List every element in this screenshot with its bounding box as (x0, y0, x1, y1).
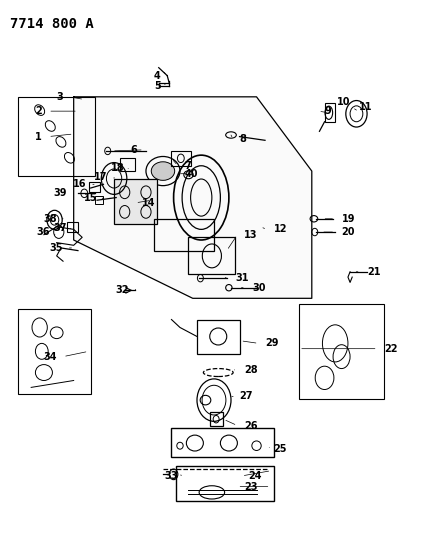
Bar (114, 179, 157, 224)
Text: 16: 16 (73, 179, 86, 189)
Text: 5: 5 (154, 81, 161, 91)
Bar (210, 413, 223, 425)
Text: 26: 26 (244, 421, 257, 431)
Text: 21: 21 (367, 267, 380, 277)
Bar (176, 466, 273, 501)
Text: 34: 34 (43, 352, 56, 361)
Bar (120, 158, 135, 171)
Text: 7: 7 (184, 161, 191, 171)
Bar (155, 219, 214, 251)
Bar (188, 237, 235, 274)
Text: 13: 13 (244, 230, 257, 240)
Text: 15: 15 (83, 192, 97, 203)
Text: 27: 27 (240, 391, 253, 401)
Text: 33: 33 (164, 471, 178, 481)
Text: 39: 39 (54, 188, 67, 198)
Text: 1: 1 (35, 132, 42, 142)
Text: 22: 22 (384, 344, 398, 354)
Bar (197, 319, 240, 354)
Text: 38: 38 (43, 214, 56, 224)
Text: 17: 17 (94, 172, 108, 182)
Text: 23: 23 (244, 481, 257, 491)
Text: 6: 6 (131, 145, 137, 155)
Bar (89, 182, 101, 192)
Text: 18: 18 (111, 164, 125, 173)
Bar (18, 97, 95, 176)
Text: 14: 14 (142, 198, 155, 208)
Text: 31: 31 (235, 273, 249, 283)
Text: 8: 8 (240, 134, 247, 144)
Text: 25: 25 (273, 445, 287, 455)
Text: 32: 32 (116, 285, 129, 295)
Text: 7714 800 A: 7714 800 A (10, 17, 94, 31)
Bar (67, 222, 78, 232)
Text: 11: 11 (359, 102, 372, 112)
Text: 4: 4 (154, 70, 161, 80)
Text: 2: 2 (35, 106, 42, 116)
Text: 30: 30 (252, 282, 266, 293)
Text: 19: 19 (342, 214, 355, 224)
Bar (324, 103, 335, 122)
Bar (172, 428, 273, 457)
Text: 29: 29 (265, 338, 279, 349)
Bar (172, 151, 190, 166)
Bar (95, 196, 104, 204)
Text: 37: 37 (54, 223, 67, 233)
Polygon shape (74, 97, 312, 298)
Text: 40: 40 (184, 169, 198, 179)
Text: 9: 9 (324, 106, 331, 116)
Text: 20: 20 (342, 227, 355, 237)
Text: 24: 24 (248, 471, 262, 481)
Ellipse shape (151, 162, 175, 180)
Text: 35: 35 (50, 243, 63, 253)
Text: 3: 3 (56, 92, 63, 102)
Text: 28: 28 (244, 365, 257, 375)
Text: 36: 36 (37, 227, 50, 237)
Bar (299, 304, 384, 399)
Text: 10: 10 (337, 97, 351, 107)
Bar (18, 309, 91, 394)
Text: 12: 12 (273, 224, 287, 235)
